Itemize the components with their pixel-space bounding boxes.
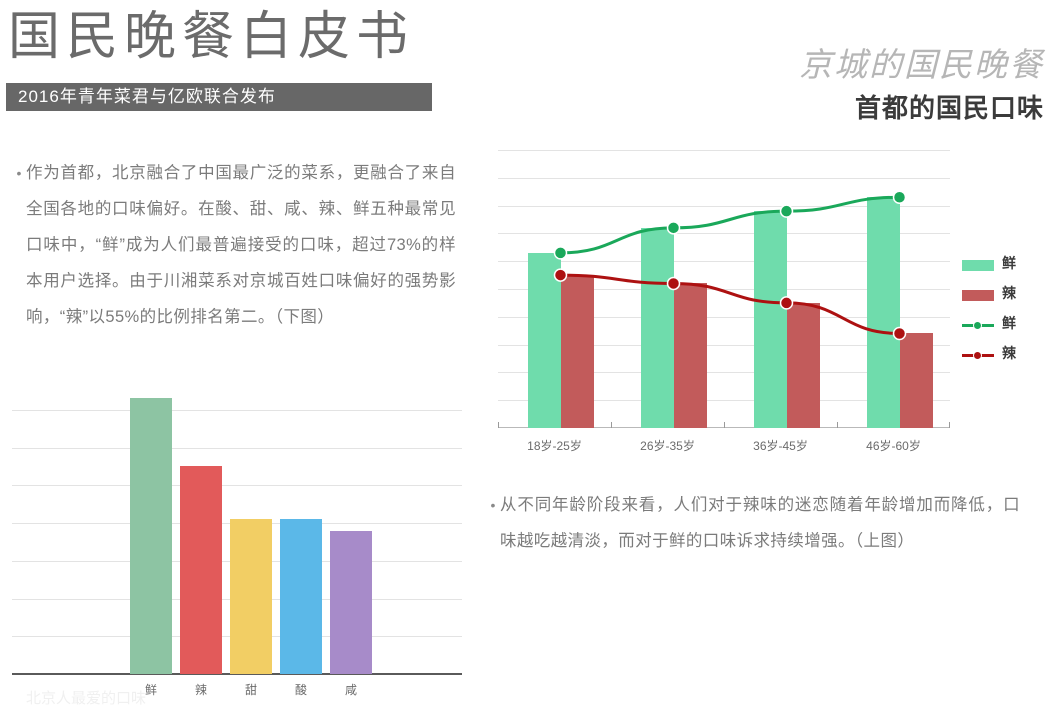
- category-label-18岁-25岁: 18岁-25岁: [527, 439, 582, 453]
- legend-label: 辣: [1002, 287, 1016, 302]
- bar-辣-18岁-25岁: [560, 275, 594, 428]
- chart-category-axis: 鲜辣甜酸咸: [12, 676, 462, 702]
- bar-辣: [180, 466, 222, 674]
- subtitle-banner: 2016年青年菜君与亿欧联合发布: [6, 83, 432, 111]
- chart-plot-area: [12, 372, 462, 675]
- grid-line: [12, 485, 462, 487]
- bar-鲜-36岁-45岁: [753, 211, 787, 428]
- grid-line: [498, 177, 950, 179]
- category-label-酸: 酸: [294, 683, 307, 697]
- bullet-paragraph-right: • 从不同年龄阶段来看，人们对于辣味的迷恋随着年龄增加而降低，口味越吃越清淡，而…: [486, 487, 1034, 559]
- bullet-text-right: 从不同年龄阶段来看，人们对于辣味的迷恋随着年龄增加而降低，口味越吃越清淡，而对于…: [500, 496, 1020, 550]
- legend-item-1[interactable]: 鲜: [962, 250, 1046, 280]
- legend-line-marker-icon: [962, 320, 994, 331]
- grid-line: [498, 400, 950, 402]
- section-title: 京城的国民晚餐: [799, 48, 1044, 84]
- axis-tick: [949, 422, 950, 428]
- category-label-咸: 咸: [344, 683, 357, 697]
- bullet-marker-icon: •: [490, 497, 496, 513]
- bar-辣-46岁-60岁: [899, 333, 933, 428]
- chart-axis-line: [12, 673, 462, 675]
- chart-legend: 鲜辣鲜辣: [962, 250, 1046, 370]
- bar-鲜: [130, 398, 172, 674]
- chart-category-axis: 18岁-25岁 26岁-35岁 36岁-45岁 46岁-60岁: [498, 430, 950, 458]
- axis-tick: [724, 422, 725, 428]
- line-series-la: [559, 273, 901, 335]
- chart-plot-area: [498, 150, 950, 428]
- axis-tick: [611, 422, 612, 428]
- grid-line: [498, 372, 950, 374]
- taste-preference-bar-chart: 鲜 辣 甜 酸 咸 北京人最爱的口味: [12, 372, 462, 707]
- legend-label: 鲜: [1002, 317, 1016, 332]
- category-label-26岁-35岁: 26岁-35岁: [640, 439, 695, 453]
- axis-tick: [837, 422, 838, 428]
- category-label-甜: 甜: [244, 683, 257, 697]
- grid-line: [498, 344, 950, 346]
- legend-item-3[interactable]: 鲜: [962, 310, 1046, 340]
- bullet-paragraph-left: • 作为首都，北京融合了中国最广泛的菜系，更融合了来自全国各地的口味偏好。在酸、…: [12, 155, 474, 335]
- category-label-辣: 辣: [194, 683, 207, 697]
- chart-caption: 北京人最爱的口味: [26, 690, 147, 707]
- bar-甜: [230, 519, 272, 674]
- bar-辣-36岁-45岁: [786, 302, 820, 428]
- section-subtitle: 首都的国民口味: [854, 94, 1044, 123]
- bar-辣-26岁-35岁: [673, 283, 707, 428]
- bar-鲜-46岁-60岁: [866, 197, 900, 428]
- grid-line: [498, 150, 950, 151]
- grid-line: [12, 447, 462, 449]
- subtitle-banner-label: 2016年青年菜君与亿欧联合发布: [18, 87, 276, 106]
- category-label-36岁-45岁: 36岁-45岁: [753, 439, 808, 453]
- category-label-46岁-60岁: 46岁-60岁: [866, 439, 921, 453]
- legend-label: 辣: [1002, 347, 1016, 362]
- bar-鲜-26岁-35岁: [640, 227, 674, 428]
- page-title: 国民晚餐白皮书: [8, 9, 415, 66]
- bar-酸: [280, 519, 322, 674]
- bar-鲜-18岁-25岁: [527, 252, 561, 428]
- legend-item-2[interactable]: 辣: [962, 280, 1046, 310]
- axis-tick: [498, 422, 499, 428]
- age-taste-combo-chart: 18岁-25岁 26岁-35岁 36岁-45岁 46岁-60岁: [498, 150, 950, 458]
- grid-line: [498, 261, 950, 263]
- bar-咸: [330, 530, 372, 674]
- grid-line: [12, 409, 462, 411]
- bullet-marker-icon: •: [16, 165, 22, 181]
- legend-label: 鲜: [1002, 257, 1016, 272]
- legend-line-marker-icon: [962, 350, 994, 361]
- legend-item-4[interactable]: 辣: [962, 340, 1046, 370]
- legend-swatch-icon: [962, 259, 994, 271]
- bullet-text-left: 作为首都，北京融合了中国最广泛的菜系，更融合了来自全国各地的口味偏好。在酸、甜、…: [26, 164, 456, 326]
- legend-swatch-icon: [962, 289, 994, 301]
- category-label-鲜: 鲜: [144, 683, 157, 697]
